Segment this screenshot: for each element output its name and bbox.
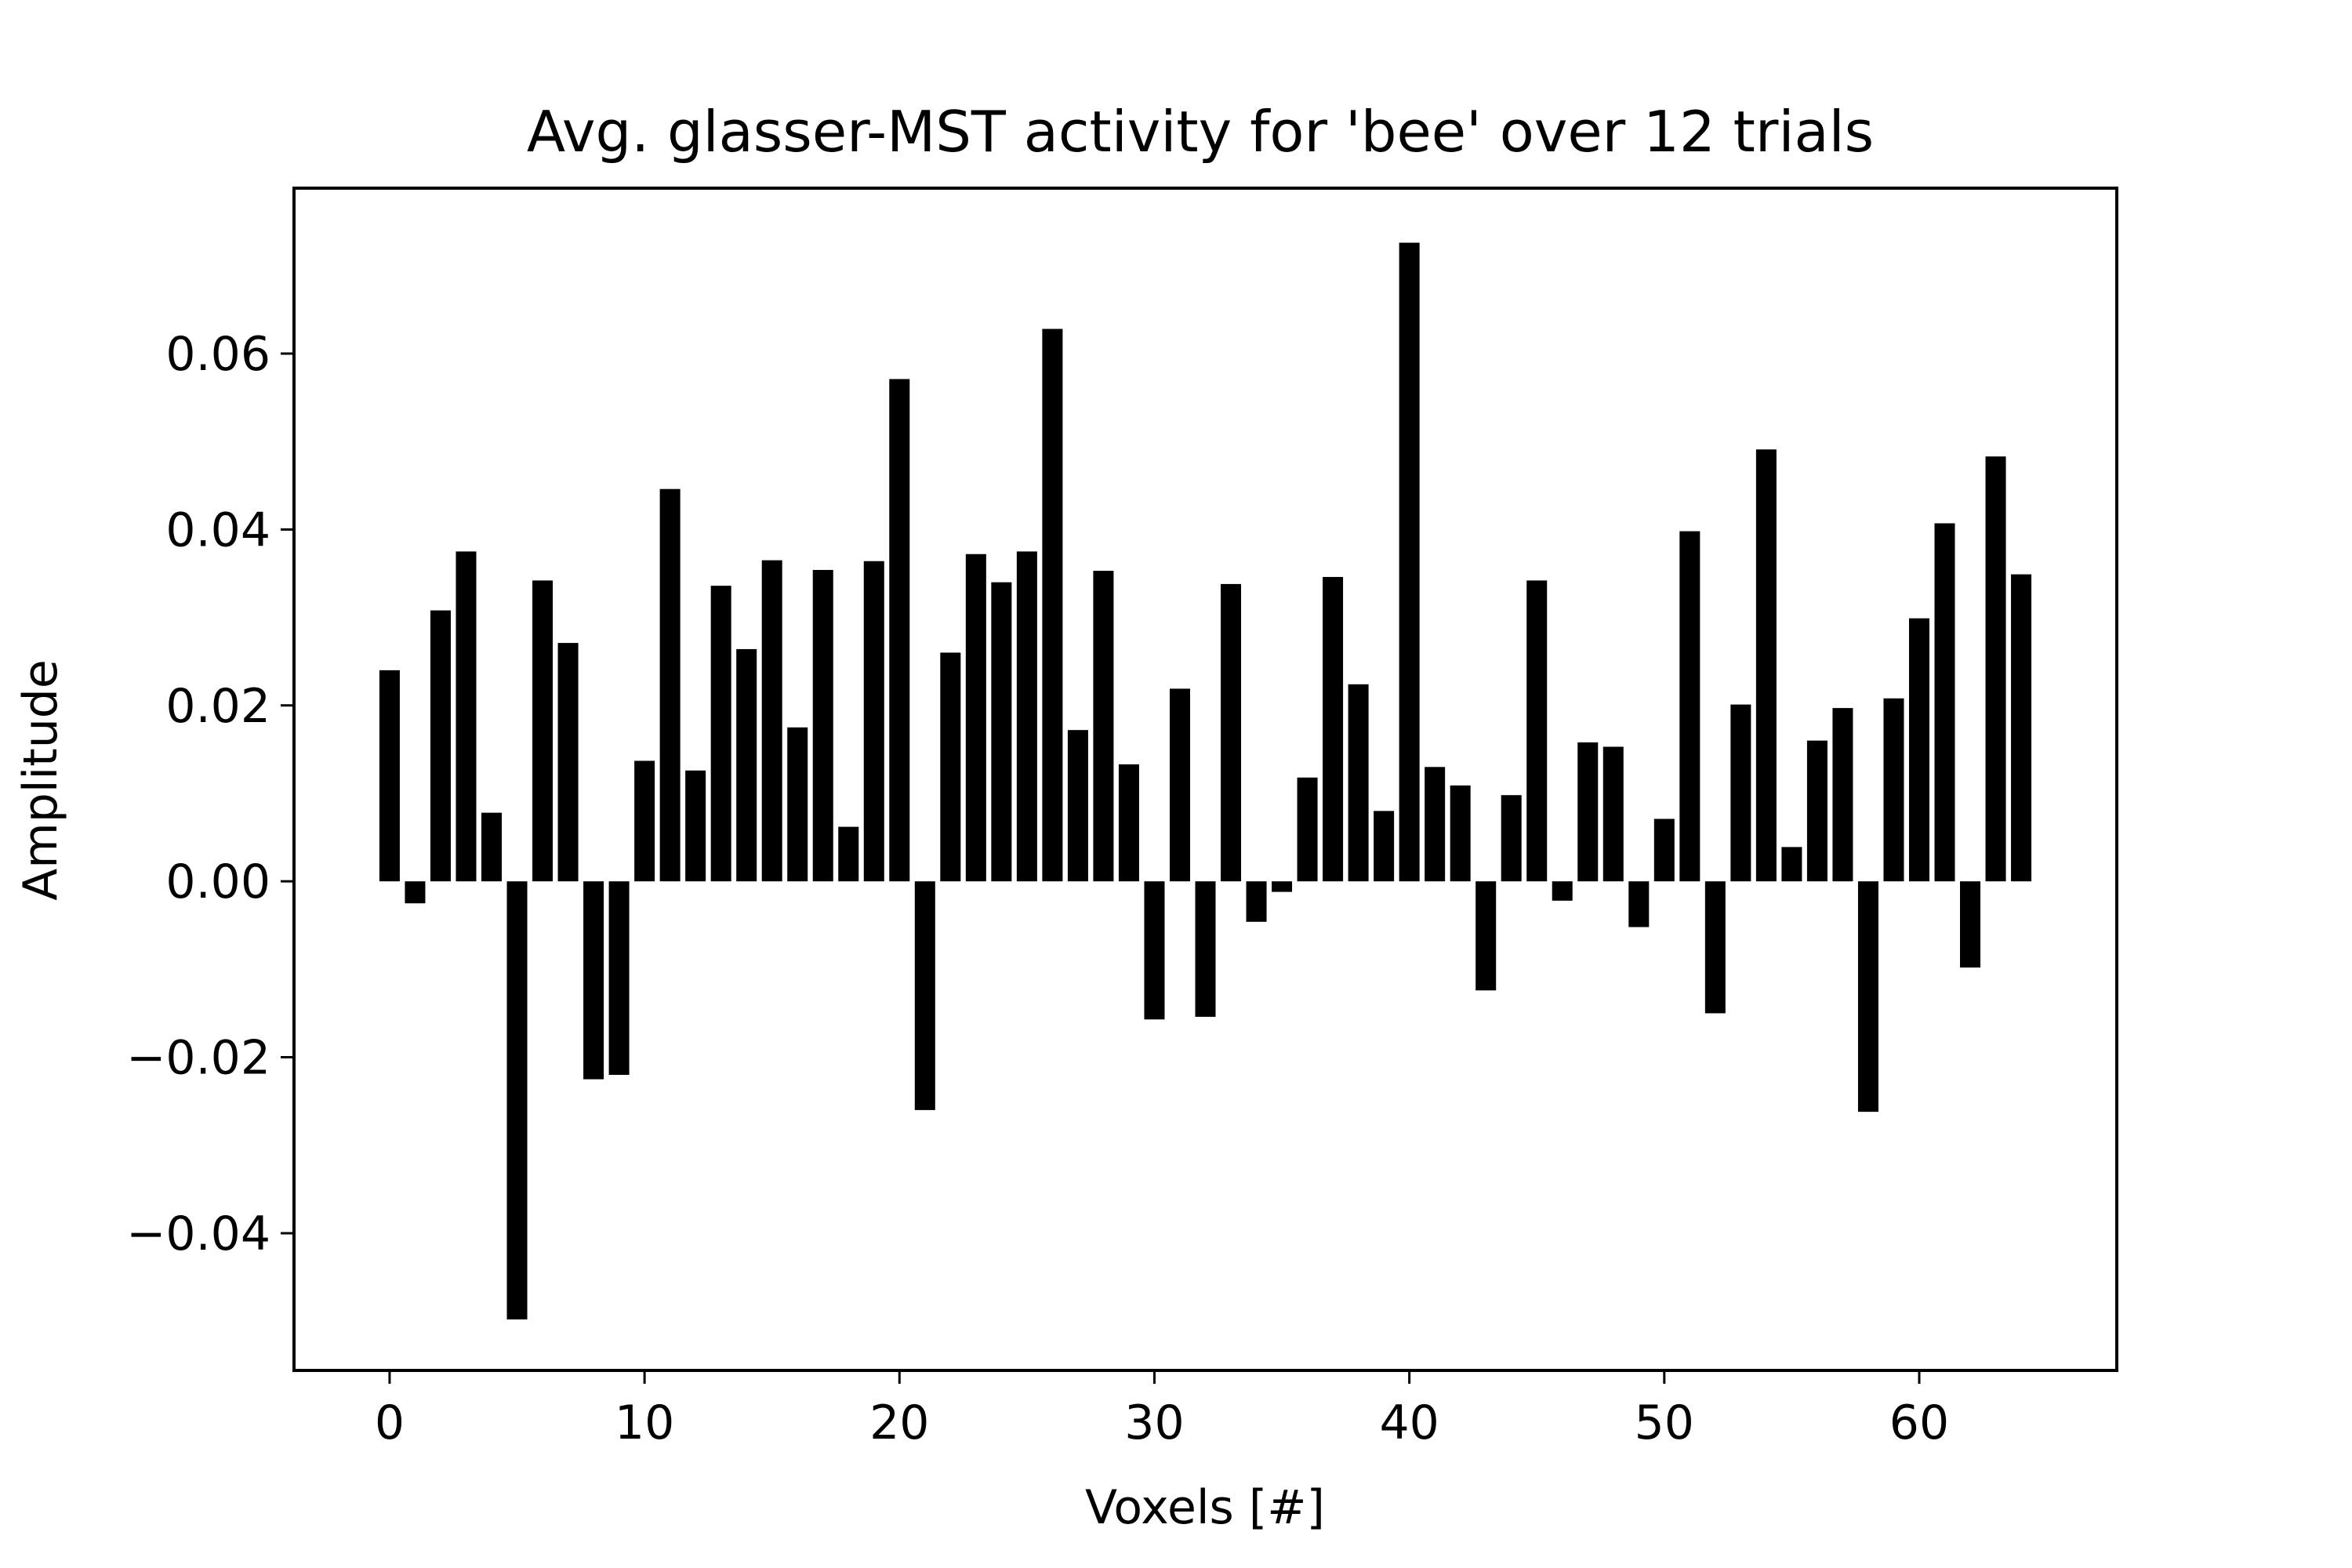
bar-7 [557,643,579,882]
x-tick-label: 50 [1635,1396,1694,1450]
bar-13 [710,586,731,882]
bar-26 [1042,328,1063,882]
bar-12 [685,770,706,882]
y-axis-ticks: −0.04 −0.02 0.00 0.02 0.04 0.06 [126,327,294,1261]
bar-6 [532,580,554,882]
y-tick-label: 0.00 [165,855,270,909]
x-axis-ticks: 0 10 20 30 40 50 60 [375,1370,1949,1450]
bar-16 [787,727,808,882]
bar-61 [1934,523,1955,882]
x-tick-label: 40 [1379,1396,1439,1450]
bar-8 [583,881,604,1080]
bar-44 [1501,795,1522,882]
bar-33 [1221,583,1242,882]
bar-25 [1016,551,1037,882]
bar-5 [506,881,528,1319]
bar-50 [1653,818,1675,882]
plot-frame [292,187,2118,1372]
bar-52 [1704,881,1726,1014]
bar-40 [1399,242,1420,882]
bar-51 [1679,531,1700,882]
bar-20 [889,379,910,882]
bar-57 [1832,708,1853,882]
bar-15 [761,560,782,882]
bar-64 [2011,574,2032,882]
y-tick-label: 0.04 [165,503,270,557]
bar-18 [838,826,859,882]
bar-55 [1781,847,1802,882]
bar-53 [1730,704,1751,882]
bar-28 [1093,571,1114,882]
bar-34 [1246,881,1267,922]
bar-62 [1960,881,1981,968]
bar-43 [1475,881,1497,991]
bar-0 [379,670,400,882]
bar-42 [1450,785,1471,882]
bar-17 [812,569,833,882]
bar-27 [1067,730,1088,882]
bar-46 [1552,881,1573,901]
bar-49 [1628,881,1650,927]
x-tick-label: 60 [1889,1396,1949,1450]
bar-37 [1323,576,1344,882]
bar-47 [1577,742,1599,882]
bar-11 [659,488,681,882]
bar-35 [1272,881,1293,892]
bar-56 [1806,740,1828,882]
bar-3 [456,551,477,882]
bar-30 [1144,881,1165,1020]
bar-21 [914,881,935,1110]
bar-60 [1908,618,1929,882]
bars [379,242,2032,1319]
bar-32 [1195,881,1216,1017]
y-tick-label: 0.06 [165,327,270,382]
y-tick-label: 0.02 [165,679,270,734]
bar-36 [1297,777,1318,882]
bar-63 [1985,456,2006,882]
x-tick-label: 20 [869,1396,929,1450]
bar-45 [1526,580,1548,882]
bar-41 [1425,767,1446,882]
bar-10 [634,760,655,882]
y-tick-label: −0.02 [126,1031,270,1086]
bar-58 [1857,881,1878,1112]
y-axis-label: Amplitude [13,659,68,900]
bar-38 [1348,684,1369,882]
chart-title: Avg. glasser-MST activity for 'bee' over… [527,99,1874,165]
bar-14 [736,648,757,882]
bar-24 [991,582,1012,882]
x-axis-label: Voxels [#] [1085,1480,1325,1535]
bar-29 [1118,764,1139,882]
bar-39 [1374,811,1395,882]
bar-4 [481,812,503,882]
bar-59 [1883,698,1904,882]
x-tick-label: 10 [615,1396,674,1450]
bar-54 [1755,449,1777,882]
bar-23 [965,554,986,882]
bar-1 [405,881,426,904]
bar-2 [430,610,451,882]
bar-9 [608,881,630,1075]
x-tick-label: 0 [375,1396,405,1450]
bar-48 [1602,746,1624,882]
bar-19 [863,561,884,882]
bar-31 [1169,688,1190,882]
x-tick-label: 30 [1124,1396,1184,1450]
bar-22 [940,652,961,882]
y-tick-label: −0.04 [126,1207,270,1261]
